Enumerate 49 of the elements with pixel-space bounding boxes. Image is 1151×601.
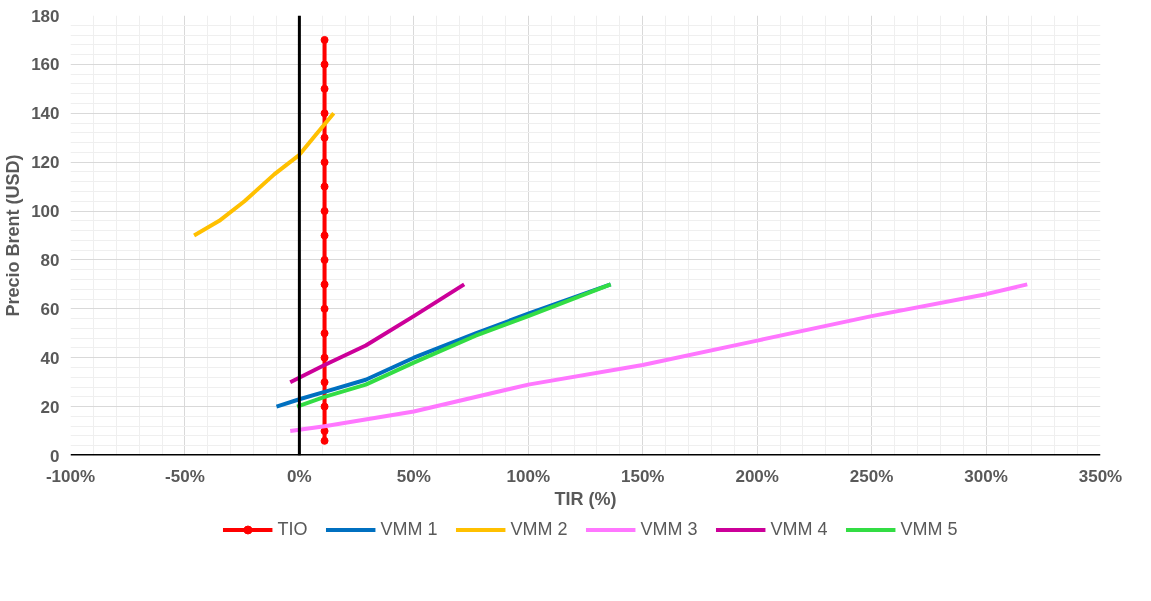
point: [320, 353, 329, 362]
x-tick-label: -100%: [45, 466, 96, 486]
point: [320, 378, 329, 387]
y-tick-label: 160: [31, 55, 60, 75]
line-series: [288, 282, 467, 385]
x-tick-label: 100%: [506, 466, 551, 486]
x-tick-label: 350%: [1078, 466, 1123, 486]
point: [320, 329, 329, 338]
point: [320, 35, 329, 44]
x-tick-label: 200%: [735, 466, 779, 486]
point: [320, 182, 329, 191]
legend-label: VMM 3: [640, 518, 698, 540]
y-tick-label: 60: [40, 299, 60, 319]
legend-label: VMM 1: [380, 518, 438, 540]
point: [320, 436, 329, 445]
x-axis-title: TIR (%): [554, 488, 617, 509]
line-series: [192, 111, 336, 238]
point: [320, 133, 329, 142]
point: [320, 304, 329, 313]
y-tick-label: 180: [31, 6, 60, 26]
legend-label: TIO: [277, 518, 308, 540]
y-tick-label: 140: [31, 104, 60, 124]
x-tick-label: 250%: [849, 466, 894, 486]
point: [320, 280, 329, 289]
y-axis-title: Precio Brent (USD): [3, 154, 24, 317]
point: [320, 231, 329, 240]
y-tick-label: 40: [40, 348, 60, 368]
x-tick-label: 150%: [620, 466, 665, 486]
point: [320, 158, 329, 167]
x-tick-label: -50%: [165, 466, 205, 486]
y-tick-label: 0: [50, 446, 60, 466]
point: [320, 109, 329, 118]
x-tick-label: 0%: [287, 466, 312, 486]
legend-label: VMM 4: [770, 518, 828, 540]
y-tick-label: 100: [31, 202, 60, 222]
legend-label: VMM 5: [900, 518, 958, 540]
point: [320, 427, 329, 436]
legend-label: VMM 2: [510, 518, 568, 540]
x-tick-label: 300%: [964, 466, 1008, 486]
line-series: [288, 282, 1030, 434]
y-tick-label: 80: [40, 250, 60, 270]
point: [320, 402, 329, 411]
point: [320, 84, 329, 93]
point: [320, 207, 329, 216]
x-tick-label: 50%: [396, 466, 431, 486]
point: [320, 60, 329, 69]
y-tick-label: 120: [31, 153, 60, 173]
y-tick-label: 20: [40, 397, 60, 417]
point: [320, 255, 329, 264]
